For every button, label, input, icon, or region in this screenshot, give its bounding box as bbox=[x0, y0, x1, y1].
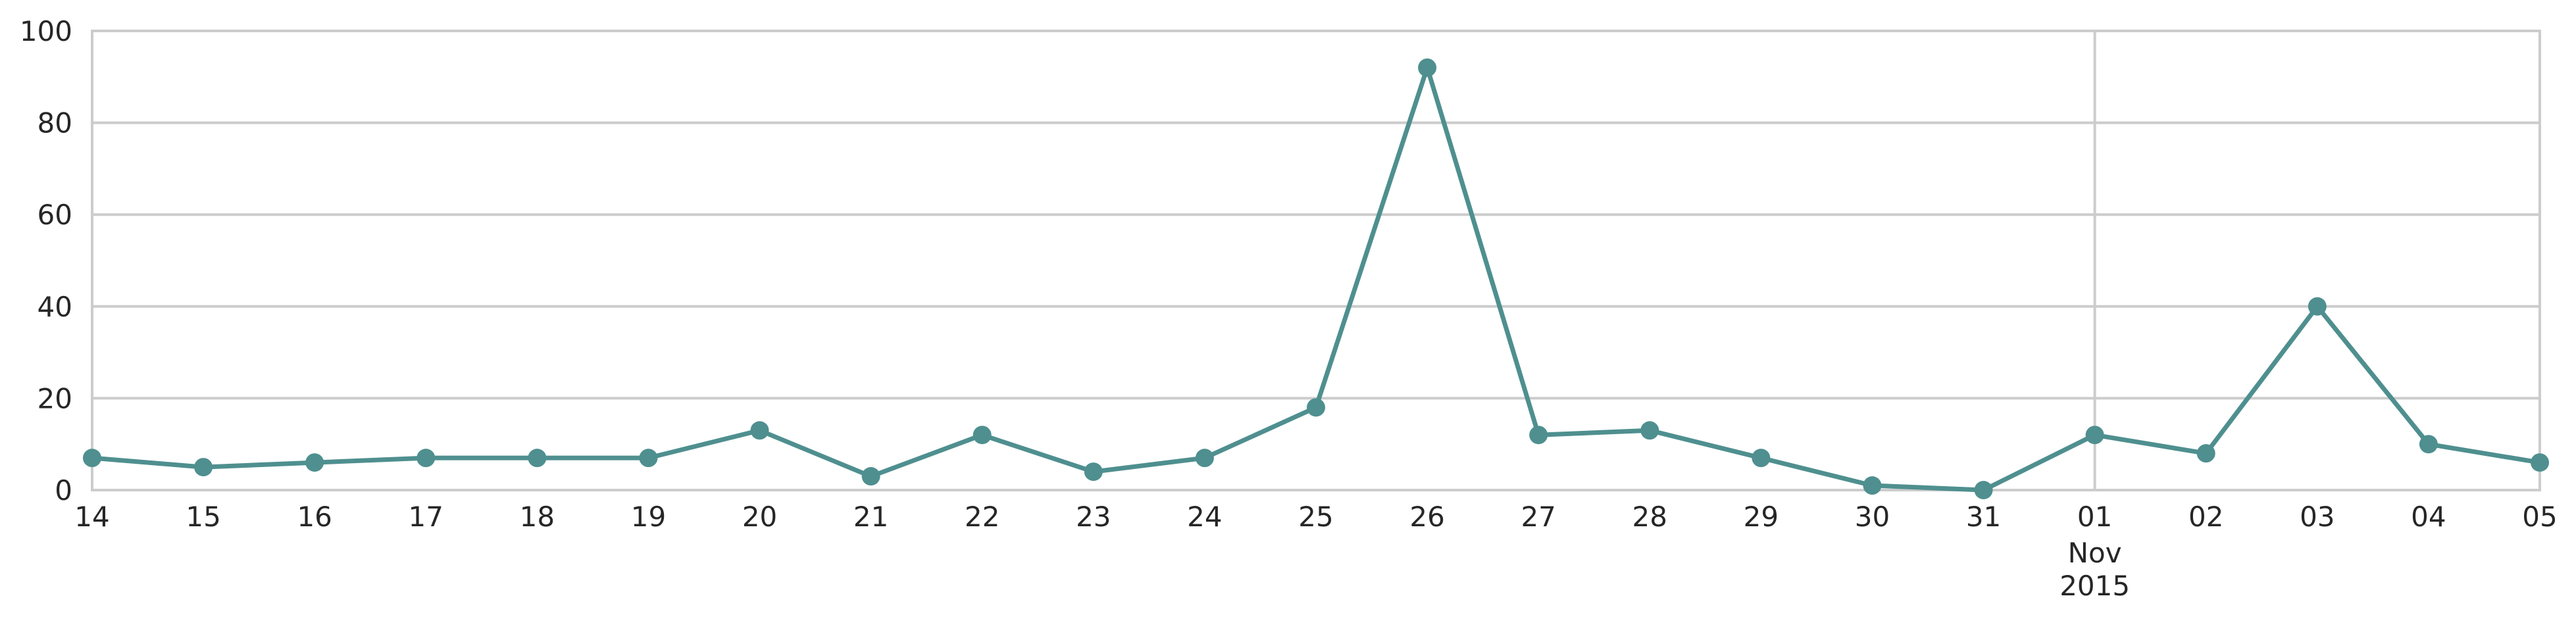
data-point bbox=[83, 449, 101, 468]
x-tick-label: 15 bbox=[186, 501, 220, 533]
x-tick-label: 21 bbox=[853, 501, 888, 533]
x-tick-label: 29 bbox=[1744, 501, 1779, 533]
data-point bbox=[1529, 426, 1548, 445]
data-point bbox=[1307, 398, 1325, 417]
y-tick-label: 100 bbox=[20, 15, 72, 47]
x-tick-label: 27 bbox=[1521, 501, 1555, 533]
data-point bbox=[2085, 426, 2104, 445]
data-point bbox=[528, 449, 547, 468]
data-point bbox=[972, 426, 992, 445]
x-tick-label: 22 bbox=[965, 501, 999, 533]
series-line bbox=[91, 65, 2540, 493]
x-tick-label: 02 bbox=[2188, 501, 2223, 533]
x-year-label: 2015 bbox=[2059, 570, 2130, 602]
data-point bbox=[194, 458, 213, 477]
x-tick-label: 26 bbox=[1409, 501, 1444, 533]
x-tick-label: 03 bbox=[2300, 501, 2335, 533]
data-point bbox=[417, 449, 436, 468]
y-tick-label: 20 bbox=[38, 382, 72, 414]
x-axis: 14 15 16 17 18 19 20 21 22 23 24 25 26 27 28 29 30 31 01 02… bbox=[74, 501, 2557, 602]
y-axis: 0 20 40 60 80 100 bbox=[20, 15, 72, 507]
data-point bbox=[305, 453, 324, 472]
x-tick-label: 31 bbox=[1966, 501, 2001, 533]
data-point bbox=[750, 421, 769, 440]
data-point bbox=[861, 467, 880, 486]
y-tick-label: 40 bbox=[38, 291, 72, 323]
data-point bbox=[1640, 421, 1659, 440]
x-month-label: Nov bbox=[2068, 537, 2122, 569]
x-tick-label: 05 bbox=[2522, 501, 2557, 533]
x-tick-label: 25 bbox=[1298, 501, 1333, 533]
data-point bbox=[1195, 449, 1214, 468]
data-point bbox=[2196, 444, 2215, 463]
y-tick-label: 0 bbox=[55, 474, 72, 507]
x-tick-label: 20 bbox=[742, 501, 777, 533]
x-tick-label: 04 bbox=[2411, 501, 2446, 533]
x-tick-label: 19 bbox=[631, 501, 666, 533]
grid-layer bbox=[92, 30, 2540, 491]
data-point bbox=[1974, 481, 1993, 499]
x-tick-label: 17 bbox=[409, 501, 443, 533]
x-tick-label: 16 bbox=[297, 501, 332, 533]
y-tick-label: 60 bbox=[38, 199, 72, 231]
data-point bbox=[1084, 462, 1103, 482]
x-tick-label: 18 bbox=[520, 501, 555, 533]
x-tick-label: 28 bbox=[1632, 501, 1667, 533]
x-tick-label: 30 bbox=[1855, 501, 1890, 533]
data-point bbox=[639, 449, 658, 468]
data-point bbox=[1863, 476, 1882, 495]
x-tick-label: 23 bbox=[1076, 501, 1111, 533]
data-point bbox=[2308, 297, 2327, 316]
data-point bbox=[1418, 58, 1437, 77]
y-tick-label: 80 bbox=[38, 107, 72, 139]
data-point bbox=[2419, 435, 2438, 454]
x-tick-label: 01 bbox=[2077, 501, 2112, 533]
x-tick-label: 24 bbox=[1187, 501, 1222, 533]
plot-frame bbox=[91, 30, 2541, 491]
data-point bbox=[1752, 449, 1771, 468]
series-layer bbox=[83, 58, 2549, 499]
data-point bbox=[2531, 453, 2549, 472]
x-tick-label: 14 bbox=[74, 501, 109, 533]
